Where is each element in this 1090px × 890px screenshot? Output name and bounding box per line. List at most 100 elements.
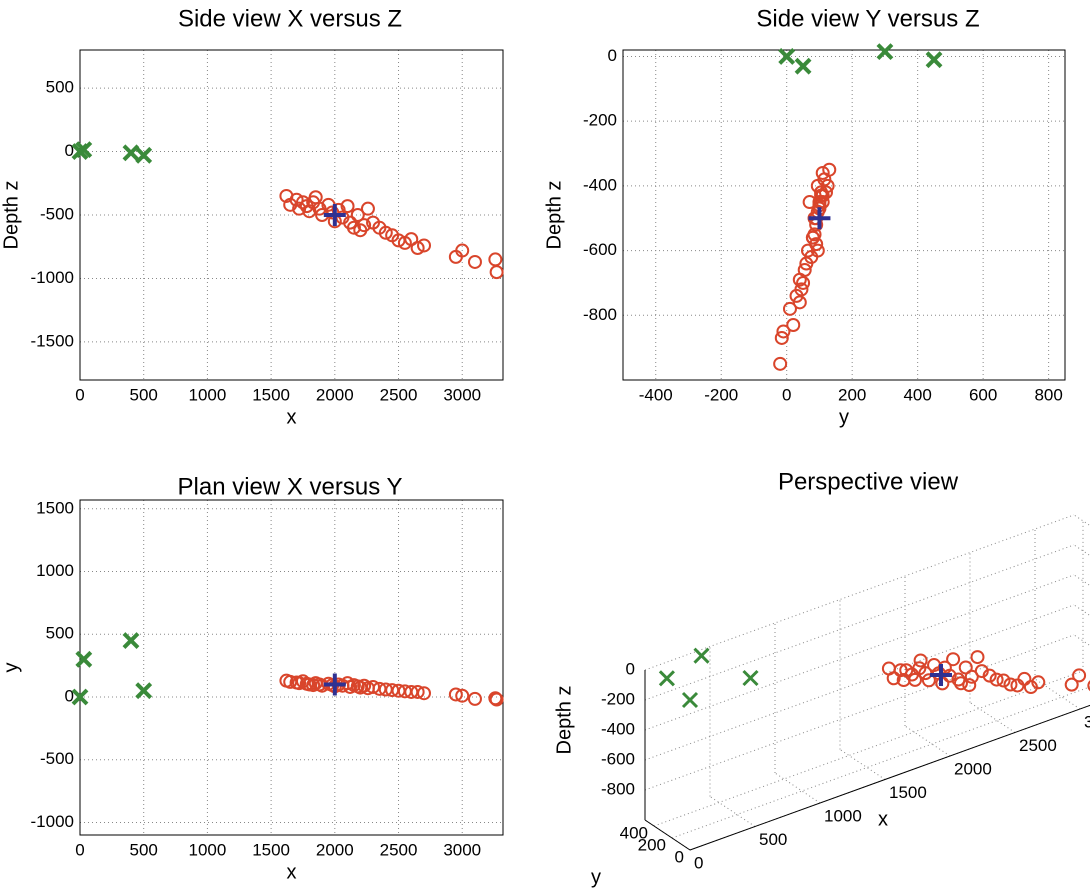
y-tick-label: 500 xyxy=(46,624,74,643)
grid-line xyxy=(904,725,951,757)
y-tick-label: -400 xyxy=(583,175,617,194)
grid-line xyxy=(1073,634,1090,647)
event-marker xyxy=(815,188,830,203)
x-axis-label: x xyxy=(287,406,297,428)
y-tick-label: -1000 xyxy=(31,268,74,287)
grid-line xyxy=(709,796,756,827)
event-marker xyxy=(1003,677,1018,692)
x-tick-label: 0 xyxy=(782,385,791,404)
station-marker xyxy=(75,141,93,159)
station-marker xyxy=(135,682,153,700)
event-marker xyxy=(805,230,820,245)
station-marker xyxy=(876,43,894,61)
event-marker xyxy=(1017,671,1032,686)
y-tick-label: 1000 xyxy=(36,561,74,580)
x-tick-label: 600 xyxy=(969,385,997,404)
station-marker xyxy=(135,146,153,164)
x-tick-label: 1500 xyxy=(889,783,927,802)
x-tick-label: 2000 xyxy=(954,759,992,778)
event-marker xyxy=(886,671,901,686)
x-tick-label: 0 xyxy=(75,840,84,859)
grid-line xyxy=(1073,604,1090,617)
event-marker xyxy=(410,241,425,255)
x-tick-label: 500 xyxy=(130,385,158,404)
event-marker xyxy=(921,673,936,688)
grid-line xyxy=(1073,574,1090,587)
x-tick-label: 400 xyxy=(903,385,931,404)
grid-line xyxy=(644,604,1075,761)
station-marker xyxy=(658,670,675,687)
y-tick-label: -200 xyxy=(583,111,617,130)
x-tick-label: 1500 xyxy=(252,840,290,859)
x-tick-label: 0 xyxy=(694,853,703,872)
z-tick-label: -600 xyxy=(601,749,635,768)
event-marker xyxy=(289,192,304,207)
event-marker xyxy=(773,356,788,371)
station-marker xyxy=(693,647,710,664)
axes-frame xyxy=(622,49,1066,381)
event-marker xyxy=(350,208,365,222)
grid-line xyxy=(644,514,1075,671)
event-marker xyxy=(946,652,961,667)
x-tick-label: 2000 xyxy=(316,385,354,404)
event-marker xyxy=(908,672,922,687)
x-tick-label: 500 xyxy=(130,840,158,859)
y-tick-label: 1500 xyxy=(36,498,74,517)
event-marker xyxy=(302,204,317,219)
x-tick-label: 2000 xyxy=(316,840,354,859)
event-marker xyxy=(792,295,807,310)
event-marker xyxy=(357,218,372,233)
x-tick-label: 500 xyxy=(759,830,787,849)
x-tick-label: 3000 xyxy=(1084,712,1090,731)
chart-title: Plan view X versus Y xyxy=(178,473,403,500)
chart-title: Side view X versus Z xyxy=(178,5,402,32)
event-marker xyxy=(1010,678,1025,693)
event-marker xyxy=(974,664,989,679)
x-tick-label: 200 xyxy=(838,385,866,404)
event-marker xyxy=(467,254,482,269)
grid-line xyxy=(653,670,1084,827)
y-tick-label: 0 xyxy=(65,686,74,705)
event-marker xyxy=(360,201,375,216)
y-axis-label: y xyxy=(0,663,22,673)
y-tick-label: 200 xyxy=(638,835,666,854)
event-marker xyxy=(417,238,432,253)
x-tick-label: 3000 xyxy=(443,385,481,404)
event-marker xyxy=(488,252,503,267)
event-marker xyxy=(340,199,355,214)
chart-title: Side view Y versus Z xyxy=(756,5,979,32)
grid-line xyxy=(644,544,1075,701)
event-marker xyxy=(489,265,504,280)
y-tick-label: -1500 xyxy=(31,331,74,350)
x-tick-label: -200 xyxy=(704,385,738,404)
z-tick-label: 0 xyxy=(626,659,635,678)
event-marker xyxy=(1031,675,1046,690)
x-tick-label: 1000 xyxy=(824,806,862,825)
x-axis-label: y xyxy=(839,406,849,428)
station-marker xyxy=(742,669,759,687)
axes-frame xyxy=(79,49,504,381)
axes-frame xyxy=(79,499,504,836)
z-tick-label: -400 xyxy=(601,719,635,738)
event-marker xyxy=(312,201,327,216)
event-marker xyxy=(970,650,985,665)
event-marker xyxy=(792,272,807,287)
event-marker xyxy=(455,688,470,703)
x-tick-label: 2500 xyxy=(380,385,418,404)
event-marker xyxy=(1023,680,1038,695)
event-marker xyxy=(410,684,425,699)
event-marker xyxy=(417,686,432,701)
event-marker xyxy=(378,225,393,240)
event-marker xyxy=(989,672,1004,687)
event-marker xyxy=(802,195,817,210)
grid-line xyxy=(1034,678,1081,710)
station-marker xyxy=(75,650,93,668)
event-marker xyxy=(815,165,830,180)
source-marker xyxy=(323,204,346,226)
source-marker xyxy=(323,673,346,696)
event-marker xyxy=(996,673,1011,688)
grid-line xyxy=(671,686,1090,839)
grid-line xyxy=(969,702,1016,733)
event-marker xyxy=(776,324,791,339)
event-marker xyxy=(786,318,801,332)
